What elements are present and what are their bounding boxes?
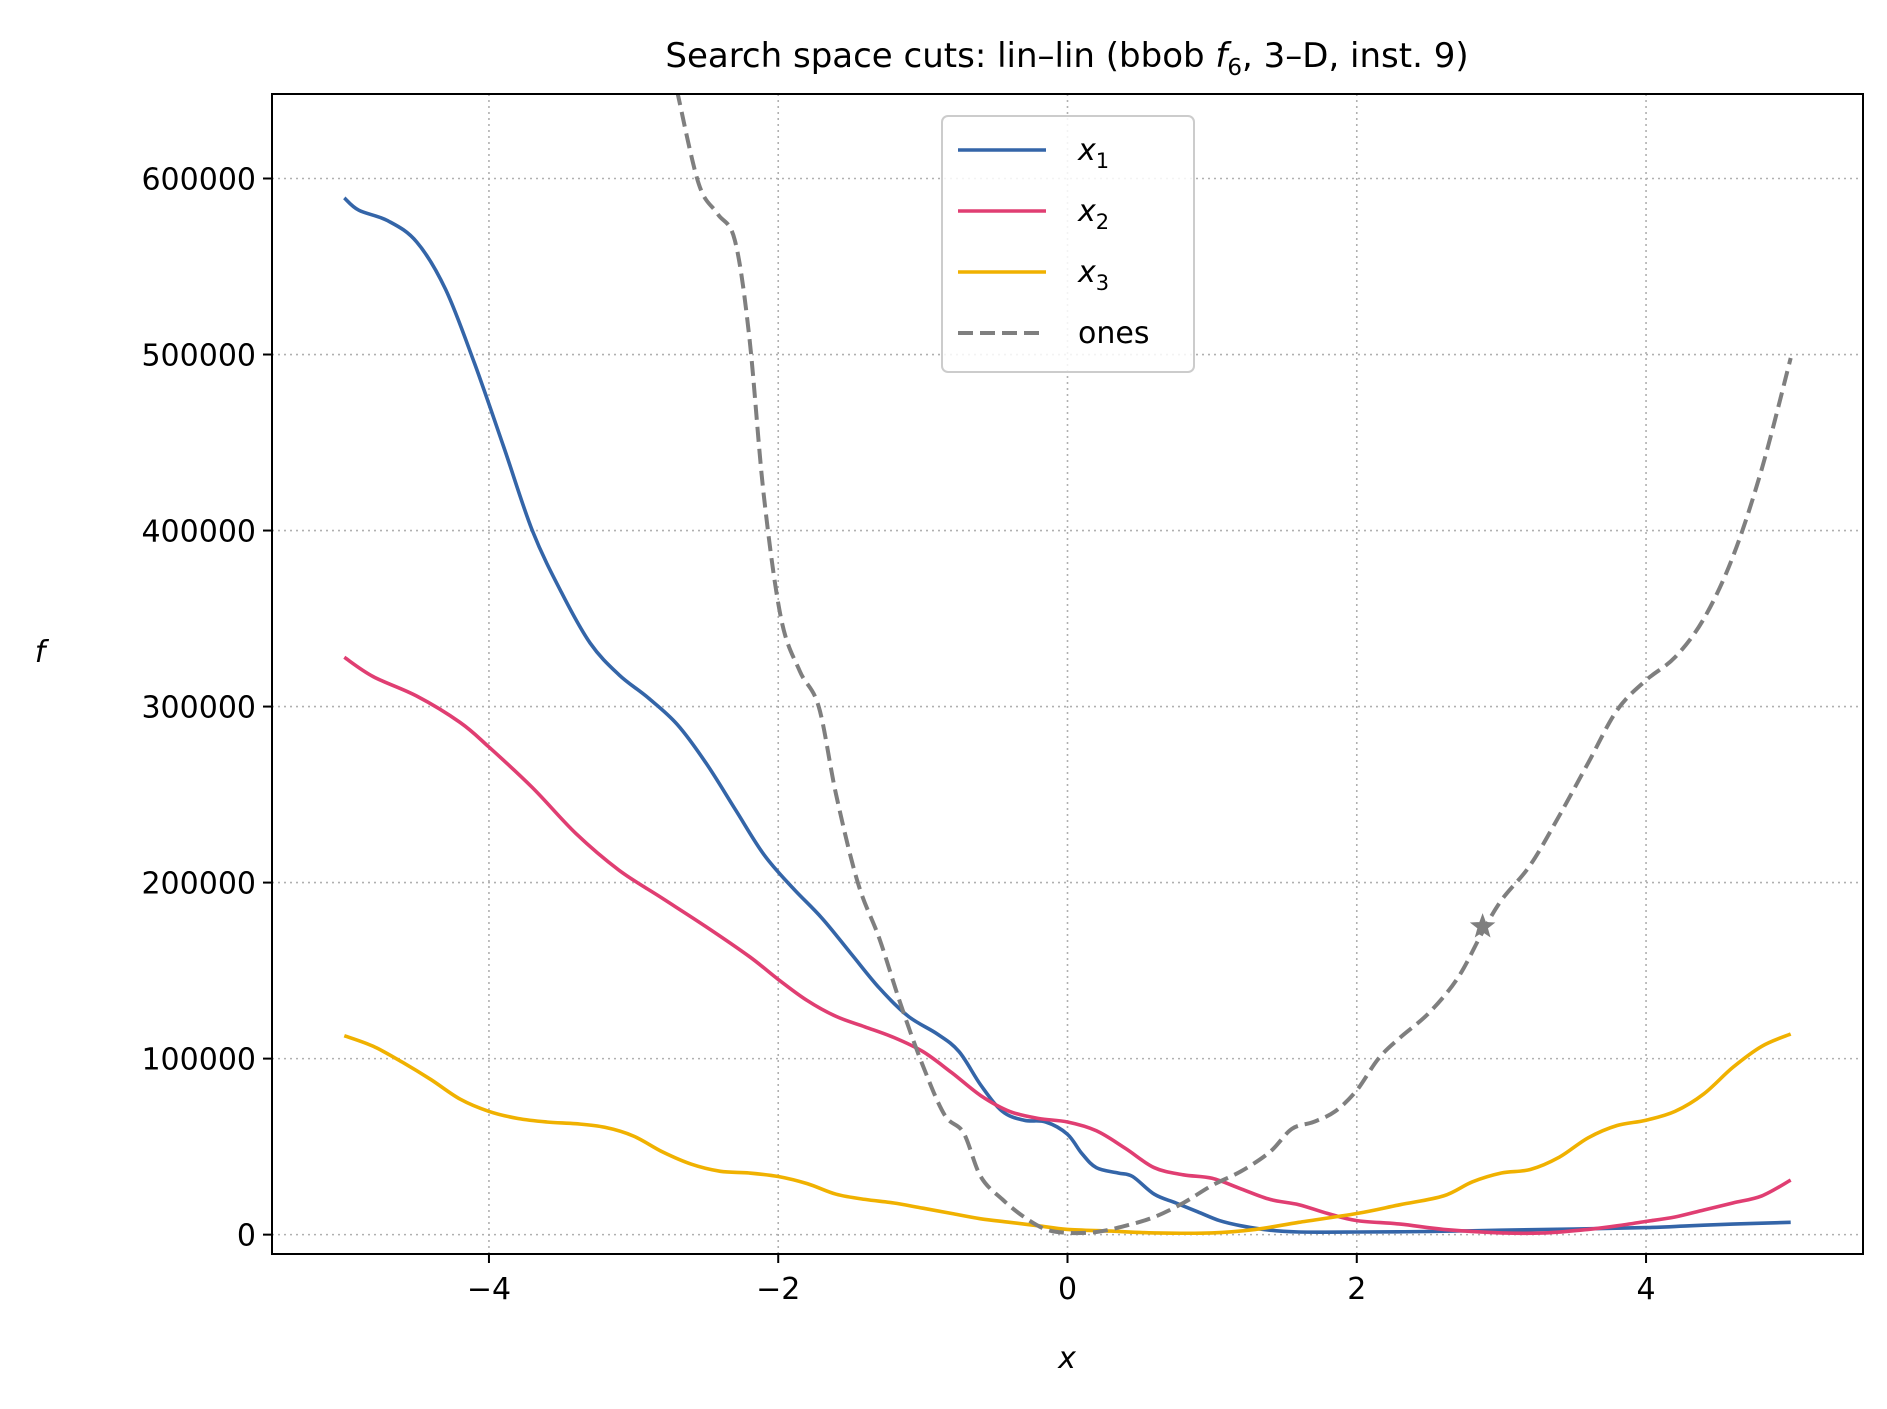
star-marker — [1469, 913, 1496, 938]
y-tick-label: 300000 — [141, 691, 256, 726]
legend-box — [941, 115, 1195, 373]
legend: x1 x2 x3 ones — [941, 115, 1195, 373]
legend-label-x3: x3 — [1077, 255, 1109, 295]
series-line-x2 — [343, 655, 1792, 1236]
x-tick-label: 2 — [1347, 1272, 1366, 1307]
x-tick-label: 0 — [1058, 1272, 1077, 1307]
series-line-ones — [675, 94, 1793, 1236]
legend-label-x1: x1 — [1077, 133, 1109, 173]
series-line-x3 — [343, 1032, 1792, 1236]
series-line-x1 — [343, 196, 1791, 1234]
x-tick-label: 4 — [1636, 1272, 1655, 1307]
y-tick-label: 100000 — [141, 1043, 256, 1078]
x-tick-label: −4 — [467, 1272, 511, 1307]
legend-label-x2: x2 — [1077, 194, 1109, 234]
y-tick-label: 0 — [237, 1219, 256, 1254]
series-layer — [343, 94, 1793, 1236]
legend-label-ones: ones — [1078, 316, 1149, 351]
y-tick-label: 600000 — [141, 162, 256, 197]
y-tick-label: 400000 — [141, 515, 256, 550]
y-tick-label: 500000 — [141, 339, 256, 374]
marker-layer — [1469, 913, 1496, 938]
x-axis-label: x — [1057, 1341, 1076, 1376]
x-tick-label: −2 — [756, 1272, 800, 1307]
y-tick-label: 200000 — [141, 867, 256, 902]
chart-title: Search space cuts: lin–lin (bbob f6, 3–D… — [665, 36, 1468, 81]
ticks: −4 −2 0 2 4 0 100000 200000 300000 400000 500000 60… — [141, 162, 1655, 1307]
